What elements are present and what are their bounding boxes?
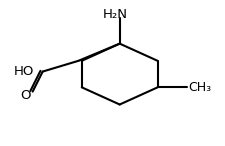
Text: HO: HO: [14, 65, 34, 78]
Text: O: O: [20, 89, 31, 102]
Text: H₂N: H₂N: [103, 8, 127, 21]
Text: CH₃: CH₃: [188, 81, 211, 94]
